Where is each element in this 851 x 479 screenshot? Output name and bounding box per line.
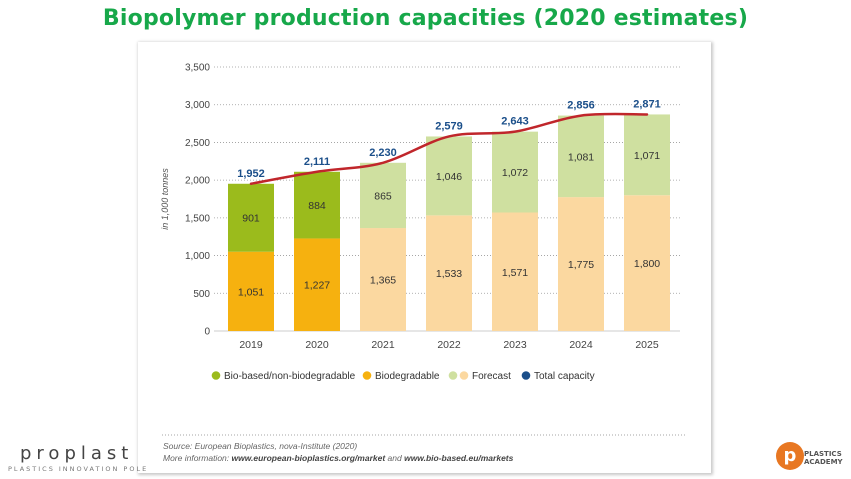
data-label-biobased: 1,081	[568, 151, 594, 163]
data-label-biobased: 865	[374, 190, 392, 202]
bar-biodegradable	[558, 197, 604, 331]
proplast-logo: proplast PLASTICS INNOVATION POLE	[8, 443, 148, 474]
bar-biodegradable	[228, 251, 274, 331]
y-tick-label: 2,500	[185, 138, 210, 149]
legend-label: Bio-based/non-biodegradable	[224, 371, 356, 382]
bar-biobased	[360, 162, 406, 229]
x-tick-label: 2023	[503, 339, 527, 351]
data-label-biodegradable: 1,775	[568, 259, 594, 271]
proplast-wordmark: proplast	[20, 443, 134, 464]
plastics-academy-line1: PLASTICS	[804, 450, 842, 458]
bar-biobased	[228, 183, 274, 252]
data-label-biodegradable: 1,533	[436, 268, 462, 280]
legend-label: Forecast	[472, 371, 511, 382]
bar-biodegradable	[426, 215, 472, 331]
proplast-tagline: PLASTICS INNOVATION POLE	[8, 465, 149, 473]
total-label: 2,111	[304, 156, 330, 168]
bar-biobased	[624, 114, 670, 196]
link-european-bioplastics[interactable]: www.european-bioplastics.org/market	[231, 453, 386, 463]
y-tick-label: 1,500	[185, 213, 210, 224]
legend-swatch	[521, 371, 531, 380]
x-tick-label: 2025	[635, 339, 659, 351]
data-label-biobased: 884	[308, 200, 326, 212]
data-label-biodegradable: 1,800	[634, 258, 660, 270]
bar-biodegradable	[294, 238, 340, 331]
bar-biodegradable	[492, 212, 538, 331]
bar-biobased	[492, 131, 538, 213]
link-bio-based[interactable]: www.bio-based.eu/markets	[404, 453, 514, 463]
page-title: Biopolymer production capacities (2020 e…	[102, 6, 749, 31]
bar-biobased	[426, 136, 472, 216]
more-info-mid: and	[385, 453, 405, 463]
plastics-academy-line2: ACADEMY	[804, 458, 843, 466]
stacked-bar-chart: 0 500 1,000 1,500 2,000 2,500 3,000 3,500 in 1,0…	[160, 63, 686, 436]
x-tick-label: 2020	[305, 339, 329, 351]
bar-biodegradable	[360, 228, 406, 331]
bar-biodegradable	[624, 195, 670, 331]
total-label: 2,871	[633, 98, 661, 110]
data-label-biobased: 1,046	[436, 171, 462, 183]
x-tick-label: 2024	[569, 339, 593, 351]
data-label-biobased: 901	[242, 213, 260, 225]
legend-label: Biodegradable	[375, 371, 440, 382]
plastics-academy-mark: p	[776, 442, 804, 470]
source-note: Source: European Bioplastics, nova-Insti…	[163, 440, 513, 464]
total-capacity-line	[249, 112, 649, 186]
y-tick-label: 500	[193, 289, 210, 300]
y-tick-label: 0	[204, 327, 210, 338]
legend-swatch	[362, 371, 372, 380]
y-tick-label: 3,000	[185, 100, 210, 111]
total-label: 2,856	[567, 100, 595, 112]
total-label: 1,952	[237, 168, 265, 180]
data-label-biobased: 1,072	[502, 167, 528, 179]
total-label: 2,643	[501, 116, 529, 128]
plastics-academy-logo: p PLASTICS ACADEMY	[776, 442, 843, 470]
data-label-biobased: 1,071	[634, 150, 660, 162]
y-tick-label: 1,000	[185, 251, 210, 262]
x-tick-label: 2019	[239, 339, 263, 351]
data-label-biodegradable: 1,227	[304, 280, 330, 292]
y-tick-label: 3,500	[185, 63, 210, 74]
legend-swatch	[448, 371, 458, 380]
legend-swatch	[211, 371, 221, 380]
total-label: 2,230	[369, 147, 397, 159]
source-line: Source: European Bioplastics, nova-Insti…	[163, 441, 358, 451]
data-label-biodegradable: 1,365	[370, 275, 396, 287]
data-label-biodegradable: 1,571	[502, 267, 528, 279]
more-info-prefix: More information:	[163, 453, 232, 463]
legend-label: Total capacity	[534, 371, 595, 382]
bar-biobased	[294, 171, 340, 239]
x-tick-label: 2021	[371, 339, 395, 351]
legend-swatch	[459, 371, 469, 380]
y-tick-label: 2,000	[185, 176, 210, 187]
plastics-academy-text: PLASTICS ACADEMY	[804, 450, 843, 466]
more-info-line: More information: www.european-bioplasti…	[163, 452, 513, 464]
total-label: 2,579	[435, 120, 463, 132]
data-label-biodegradable: 1,051	[238, 286, 264, 298]
x-tick-label: 2022	[437, 339, 461, 351]
bar-biobased	[558, 115, 604, 198]
y-axis-label: in 1,000 tonnes	[160, 168, 170, 230]
